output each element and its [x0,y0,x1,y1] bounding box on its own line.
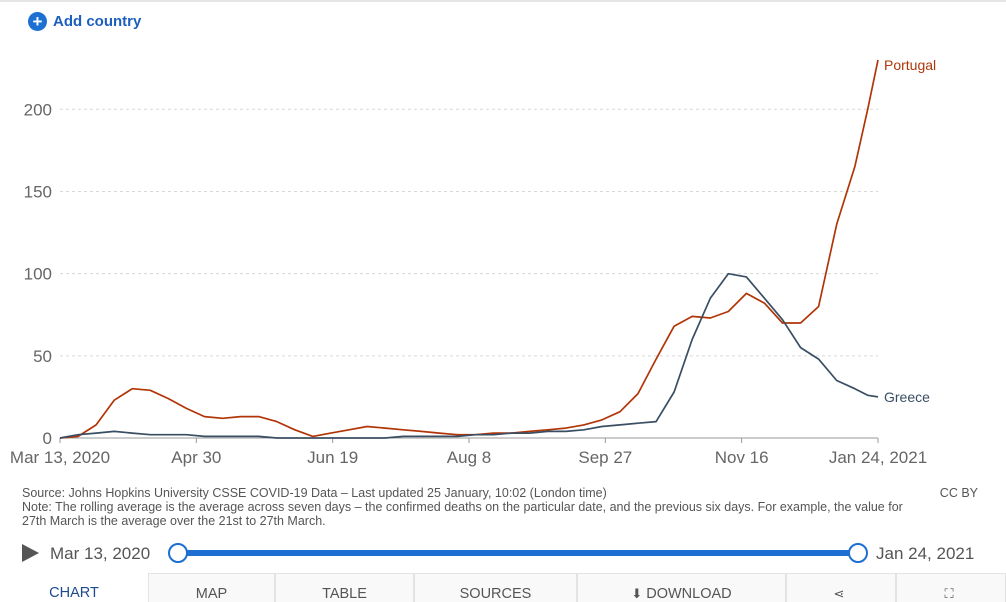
timeline-start-handle[interactable] [168,543,188,563]
y-tick-label: 200 [24,100,52,119]
timeline-end-label: Jan 24, 2021 [876,544,975,563]
top-border [0,0,1006,2]
play-icon[interactable] [22,544,39,562]
tab-map-label: MAP [195,586,228,602]
tab-download-label: DOWNLOAD [646,586,732,602]
tab-fullscreen[interactable]: ⛶ [896,573,1006,602]
y-tick-label: 50 [33,347,52,366]
series-label-portugal: Portugal [884,57,936,73]
x-tick-label: Jun 19 [307,448,358,467]
plus-circle-icon: + [28,12,47,31]
x-tick-label: Mar 13, 2020 [10,448,110,467]
tab-sources[interactable]: SOURCES [414,573,577,602]
x-tick-label: Sep 27 [578,448,632,467]
x-tick-label: Apr 30 [171,448,221,467]
tab-chart-label: CHART [49,585,99,601]
license-link[interactable]: CC BY [939,486,978,500]
tab-bar: CHART MAP TABLE SOURCES ⬇ DOWNLOAD ⋖ ⛶ [0,573,1006,602]
y-axis: 0 50 100 150 200 [24,100,52,448]
note-text: Note: The rolling average is the average… [22,500,903,528]
y-tick-label: 150 [24,182,52,201]
series-lines: Portugal Greece [59,57,936,439]
series-label-greece: Greece [884,389,930,405]
timeline: Mar 13, 2020 Jan 24, 2021 [22,540,982,568]
tab-map[interactable]: MAP [148,573,275,602]
tab-download[interactable]: ⬇ DOWNLOAD [577,573,786,602]
tab-sources-label: SOURCES [459,586,532,602]
add-country-button[interactable]: + Add country [28,12,141,31]
grid-lines [60,108,878,439]
x-tick-label: Nov 16 [715,448,769,467]
series-line-greece[interactable] [59,272,879,439]
series-line-portugal[interactable] [59,59,879,439]
timeline-track[interactable] [177,550,857,556]
download-icon: ⬇ [631,586,643,601]
tab-table-label: TABLE [322,586,367,602]
tab-table[interactable]: TABLE [275,573,414,602]
share-icon: ⋖ [833,586,845,601]
fullscreen-icon: ⛶ [944,586,954,601]
line-chart: 0 50 100 150 200 Mar 13, 2020 Apr 30 Jun 19 Aug… [10,57,936,467]
tab-share[interactable]: ⋖ [786,573,896,602]
x-tick-label: Aug 8 [447,448,491,467]
add-country-label: Add country [53,13,142,30]
timeline-start-label: Mar 13, 2020 [50,544,151,563]
x-tick-label: Jan 24, 2021 [829,448,927,467]
y-tick-label: 100 [24,265,52,284]
tab-chart[interactable]: CHART [0,573,148,602]
source-note: Source: Johns Hopkins University CSSE CO… [22,486,922,528]
x-axis: Mar 13, 2020 Apr 30 Jun 19 Aug 8 Sep 27 Nov 1… [10,438,927,467]
source-text: Source: Johns Hopkins University CSSE CO… [22,486,607,500]
timeline-end-handle[interactable] [848,543,868,563]
y-tick-label: 0 [43,429,52,448]
